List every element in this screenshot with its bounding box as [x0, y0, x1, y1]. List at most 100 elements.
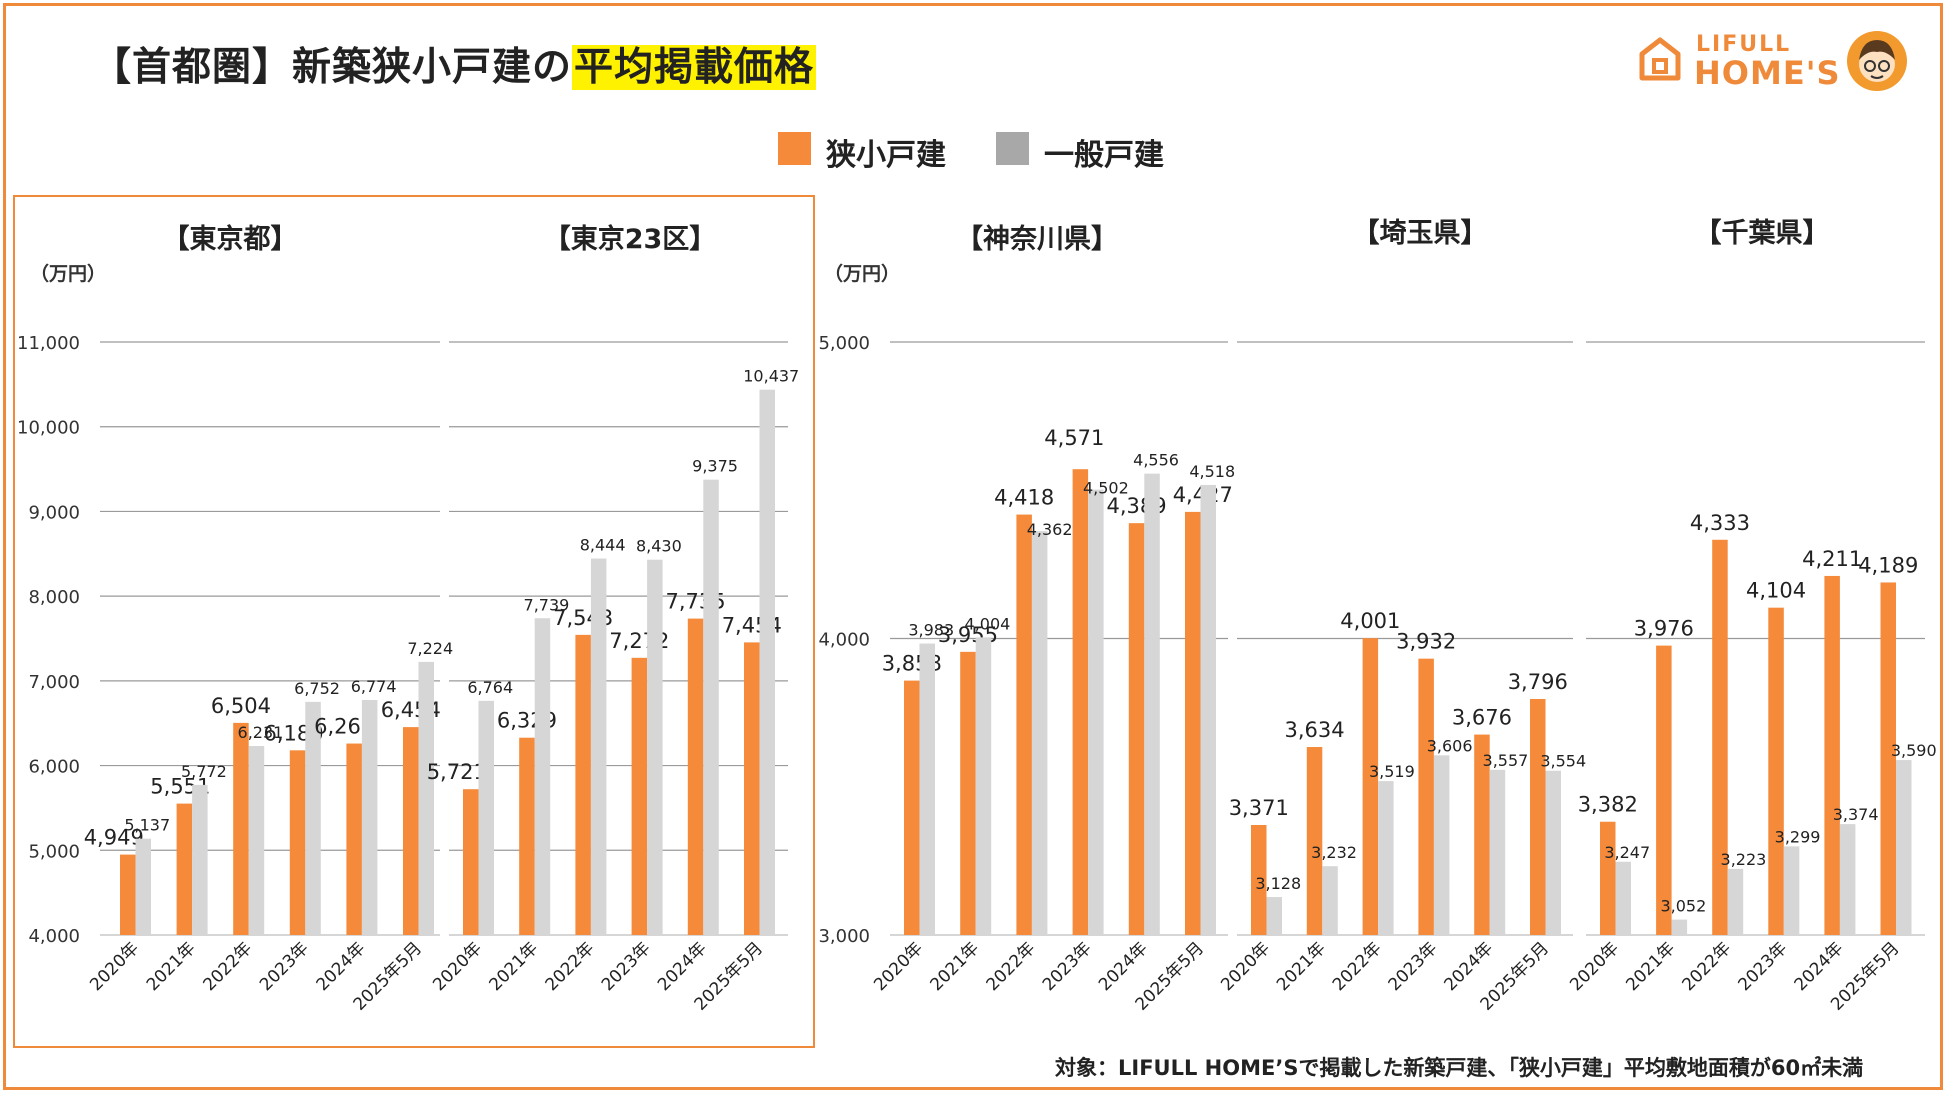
category-label-tokyo23: 2023年: [598, 938, 655, 995]
bar-chiba-narrow: [1880, 582, 1896, 935]
data-label-chiba-general: 3,223: [1721, 850, 1767, 869]
data-label-chiba-narrow: 3,976: [1634, 617, 1694, 641]
bar-chiba-narrow: [1824, 575, 1840, 935]
bar-kanagawa-general: [1031, 531, 1048, 935]
data-label-tokyo23-general: 10,437: [743, 367, 799, 386]
bar-tokyo-narrow: [403, 727, 419, 935]
chart-title-chiba: 【千葉県】: [1695, 218, 1830, 249]
data-label-tokyo23-general: 9,375: [692, 457, 738, 476]
data-label-tokyo-narrow: 6,504: [211, 694, 271, 718]
data-label-saitama-narrow: 3,932: [1396, 630, 1456, 654]
bar-kanagawa-narrow: [1016, 514, 1032, 935]
bar-tokyo23-general: [647, 559, 663, 935]
data-label-tokyo23-general: 6,764: [467, 678, 513, 697]
bar-tokyo-narrow: [120, 854, 136, 935]
data-label-chiba-general: 3,052: [1660, 897, 1706, 916]
left-axis-tick: 5,000: [28, 841, 80, 862]
data-label-tokyo-general: 6,752: [294, 679, 340, 698]
data-label-kanagawa-general: 4,518: [1189, 462, 1235, 481]
bar-saitama-narrow: [1530, 698, 1546, 935]
bar-kanagawa-general: [1144, 473, 1160, 935]
bar-tokyo-general: [418, 661, 434, 935]
bar-tokyo23-narrow: [744, 642, 760, 935]
bar-tokyo-narrow: [346, 743, 362, 935]
tokyo-highlight-box: [13, 195, 815, 1048]
category-label-kanagawa: 2020年: [870, 938, 927, 995]
data-label-chiba-narrow: 4,333: [1690, 511, 1750, 535]
bar-kanagawa-narrow: [1072, 469, 1089, 935]
data-label-kanagawa-general: 4,004: [965, 614, 1011, 633]
bar-tokyo23-narrow: [575, 634, 591, 935]
bar-saitama-general: [1433, 755, 1450, 935]
chart-title-tokyo: 【東京都】: [163, 223, 298, 255]
category-label-tokyo23: 2021年: [485, 938, 542, 995]
bar-chiba-general: [1839, 824, 1856, 935]
bar-saitama-general: [1489, 769, 1506, 935]
legend-label-narrow: 狭小戸建: [826, 138, 946, 173]
bar-tokyo-narrow: [289, 750, 306, 935]
title-prefix: 【首都圏】新築狭小戸建の: [92, 45, 573, 90]
bar-kanagawa-narrow: [1185, 511, 1201, 935]
data-label-saitama-general: 3,519: [1369, 762, 1415, 781]
data-label-kanagawa-narrow: 4,418: [994, 486, 1054, 510]
data-label-chiba-narrow: 3,382: [1578, 793, 1638, 817]
data-label-chiba-narrow: 4,211: [1802, 547, 1862, 571]
data-label-chiba-general: 3,590: [1891, 741, 1937, 760]
category-label-tokyo: 2020年: [86, 938, 143, 995]
category-label-chiba: 2023年: [1735, 938, 1792, 995]
right-axis-tick: 5,000: [818, 333, 870, 354]
category-label-saitama: 2023年: [1385, 938, 1442, 995]
chart-title-kanagawa: 【神奈川県】: [956, 224, 1118, 255]
bar-chiba-narrow: [1712, 539, 1728, 935]
bar-tokyo-general: [305, 701, 321, 935]
data-label-tokyo-general: 7,224: [407, 639, 453, 658]
right-axis-tick: 3,000: [818, 926, 870, 947]
data-label-tokyo23-general: 8,430: [636, 537, 682, 556]
data-label-saitama-narrow: 3,676: [1452, 706, 1512, 730]
right-axis-unit: （万円）: [824, 262, 900, 285]
category-label-tokyo: 2021年: [143, 938, 200, 995]
data-label-tokyo-general: 6,774: [351, 677, 397, 696]
data-label-kanagawa-general: 4,502: [1083, 479, 1129, 498]
category-label-tokyo: 2024年: [313, 938, 370, 995]
bar-chiba-narrow: [1656, 645, 1672, 935]
bar-tokyo23-general: [759, 389, 775, 935]
data-label-kanagawa-general: 4,362: [1027, 520, 1073, 539]
left-axis-tick: 4,000: [28, 926, 80, 947]
bar-saitama-general: [1378, 781, 1394, 935]
bar-saitama-narrow: [1306, 747, 1323, 935]
bar-tokyo23-narrow: [519, 737, 535, 935]
data-label-tokyo23-general: 8,444: [580, 536, 626, 555]
data-label-kanagawa-narrow: 4,571: [1044, 426, 1104, 450]
bar-chiba-general: [1671, 919, 1688, 935]
category-label-tokyo23: 2024年: [654, 938, 711, 995]
category-label-chiba: 2024年: [1791, 938, 1848, 995]
bar-kanagawa-general: [919, 643, 935, 935]
bar-tokyo23-narrow: [631, 657, 648, 935]
bar-saitama-general: [1266, 897, 1282, 935]
bar-chiba-general: [1615, 861, 1631, 935]
lifull-logo: LIFULL HOME'S: [1636, 28, 1907, 98]
data-label-chiba-narrow: 4,189: [1858, 553, 1918, 577]
bar-tokyo-narrow: [176, 803, 193, 935]
bar-tokyo23-narrow: [687, 618, 704, 935]
category-label-saitama: 2020年: [1217, 938, 1274, 995]
category-label-tokyo23: 2020年: [429, 938, 486, 995]
bar-tokyo-general: [192, 784, 208, 935]
right-axis-tick: 4,000: [818, 630, 870, 651]
chart-title-saitama: 【埼玉県】: [1353, 218, 1488, 249]
category-label-tokyo: 2023年: [256, 938, 313, 995]
data-label-chiba-narrow: 4,104: [1746, 579, 1806, 603]
category-label-saitama: 2024年: [1440, 938, 1497, 995]
data-label-saitama-general: 3,128: [1255, 874, 1301, 893]
data-label-saitama-narrow: 3,796: [1508, 670, 1568, 694]
category-label-saitama: 2021年: [1273, 938, 1330, 995]
bar-saitama-narrow: [1362, 638, 1379, 935]
data-label-kanagawa-general: 4,556: [1133, 451, 1179, 470]
legend-swatch-narrow: [778, 132, 811, 165]
category-label-chiba: 2020年: [1566, 938, 1623, 995]
house-icon: [1639, 37, 1681, 81]
data-label-saitama-narrow: 4,001: [1340, 609, 1400, 633]
logo-text-line2: HOME'S: [1694, 54, 1841, 92]
bar-kanagawa-general: [1088, 489, 1104, 935]
